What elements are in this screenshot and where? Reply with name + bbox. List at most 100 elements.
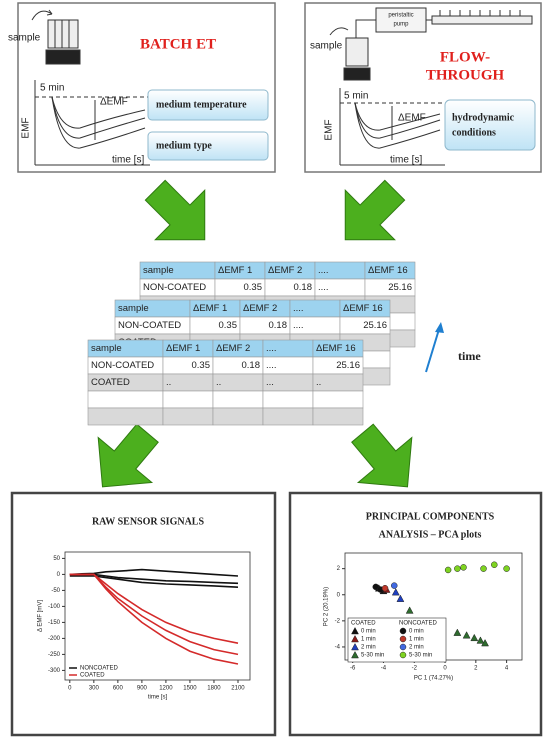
x-tick-label: 300 xyxy=(89,686,100,692)
legend-label: 1 min xyxy=(409,637,424,643)
x-tick-label: 4 xyxy=(505,666,509,672)
table-header: .... xyxy=(318,265,329,276)
legend-group: NONCOATED xyxy=(399,621,438,627)
x-tick-label: 0 xyxy=(443,666,447,672)
table-text: .. xyxy=(166,377,171,388)
x-tick-label: 600 xyxy=(113,686,124,692)
panel-raw xyxy=(10,491,277,737)
table-text: 25.16 xyxy=(336,360,360,371)
sample-label: sample xyxy=(310,41,343,52)
factor-box xyxy=(147,131,269,161)
x-tick-label: 900 xyxy=(137,686,148,692)
point xyxy=(391,582,398,589)
table-cell xyxy=(87,390,164,409)
pump-label: peristaltic xyxy=(388,13,413,19)
table-header: ΔEMF 2 xyxy=(268,265,302,276)
y-axis-label: Δ EMF [mV] xyxy=(38,600,44,632)
time-marker: 5 min xyxy=(344,91,368,102)
legend-marker xyxy=(351,650,359,659)
table-cell xyxy=(212,407,264,426)
table-cell xyxy=(312,390,364,409)
time-marker: 5 min xyxy=(40,83,64,94)
legend-label: 0 min xyxy=(361,629,376,635)
table-text: COATED xyxy=(91,377,130,388)
factor-label: conditions xyxy=(452,127,496,138)
x-axis-label: time [s] xyxy=(390,155,422,166)
x-axis-label: time [s] xyxy=(112,155,144,166)
arrow xyxy=(97,423,159,488)
table-header: sample xyxy=(143,265,174,276)
table-text: 0.35 xyxy=(219,320,238,331)
x-axis-label: time [s] xyxy=(148,695,168,701)
legend-marker xyxy=(351,642,359,651)
point xyxy=(405,606,414,614)
y-tick-label: -2 xyxy=(335,618,341,624)
beaker-icon xyxy=(31,9,81,65)
table-header: .... xyxy=(293,303,304,314)
legend-label: 2 min xyxy=(361,645,376,651)
legend-box xyxy=(347,617,447,663)
signal-line xyxy=(69,575,239,588)
legend-marker xyxy=(399,635,407,643)
legend-marker xyxy=(399,627,407,635)
x-tick-label: -4 xyxy=(381,666,387,672)
table-text: NON-COATED xyxy=(143,282,206,293)
time-arrow-head xyxy=(435,322,444,333)
point xyxy=(481,639,489,647)
y-tick-label: -100 xyxy=(48,604,61,610)
legend-marker xyxy=(351,626,359,635)
point xyxy=(491,561,498,568)
table-cell xyxy=(262,390,314,409)
table-text: .... xyxy=(293,320,304,331)
factor-label: hydrodynamic xyxy=(452,112,515,123)
flow-icon xyxy=(329,7,533,81)
time-label: time xyxy=(458,349,481,363)
point xyxy=(396,594,405,602)
table-text: ... xyxy=(266,377,274,388)
legend-marker xyxy=(399,651,407,659)
table-header: ΔEMF 16 xyxy=(316,343,356,354)
y-tick-label: 0 xyxy=(57,572,61,578)
table-cell xyxy=(162,390,214,409)
factor-label: medium temperature xyxy=(156,99,247,110)
table-text: 0.35 xyxy=(192,360,211,371)
time-arrow xyxy=(425,325,441,373)
legend-label: COATED xyxy=(80,673,105,679)
legend-marker xyxy=(399,643,407,651)
y-tick-label: 2 xyxy=(337,566,341,572)
legend-label: 1 min xyxy=(361,637,376,643)
sample-label: sample xyxy=(8,33,41,44)
y-tick-label: -200 xyxy=(48,636,61,642)
raw-title: RAW SENSOR SIGNALS xyxy=(92,516,205,527)
y-tick-label: -50 xyxy=(51,588,60,594)
table-text: NON-COATED xyxy=(91,360,154,371)
arrow xyxy=(344,179,406,241)
y-axis-label: EMF xyxy=(21,117,32,138)
y-tick-label: -250 xyxy=(48,652,61,658)
pca-title: PRINCIPAL COMPONENTS xyxy=(366,511,495,522)
legend-label: 2 min xyxy=(409,645,424,651)
table-header: ΔEMF 1 xyxy=(166,343,200,354)
point xyxy=(381,584,389,592)
signal-line xyxy=(69,573,239,665)
table-cell xyxy=(212,390,264,409)
table-cell xyxy=(87,407,164,426)
legend-label: NONCOATED xyxy=(80,666,119,672)
schematic-plot xyxy=(34,80,150,166)
table: sample ΔEMF 1 ΔEMF 2.... ΔEMF 16 NON-COATED 0… xyxy=(87,339,364,426)
pca-title: ANALYSIS – PCA plots xyxy=(379,529,482,540)
table-text: 25.16 xyxy=(363,320,387,331)
signal-line xyxy=(69,568,239,577)
table-header: ΔEMF 1 xyxy=(218,265,252,276)
flow-title: FLOW- xyxy=(440,49,490,65)
x-tick-label: 1500 xyxy=(183,686,197,692)
table-cell xyxy=(312,407,364,426)
point xyxy=(480,565,487,572)
table-header: ΔEMF 2 xyxy=(216,343,250,354)
point xyxy=(453,628,462,636)
delta-label: ΔEMF xyxy=(398,113,426,124)
point xyxy=(391,588,400,596)
batch-title: BATCH ET xyxy=(140,36,216,52)
table-text: 0.18 xyxy=(242,360,261,371)
